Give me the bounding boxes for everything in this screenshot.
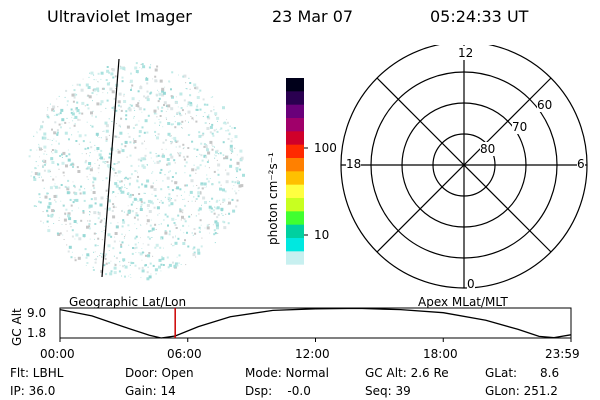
info-door: Door: Open	[125, 366, 194, 380]
mlt-label-6: 6	[577, 157, 585, 171]
info-glon: GLon: 251.2	[485, 384, 558, 398]
lat-label-70: 70	[512, 120, 528, 134]
color-bar-segment	[286, 238, 304, 252]
strip-x-ticks	[59, 338, 572, 342]
terminator-line	[101, 58, 120, 278]
color-bar-segment	[286, 184, 304, 199]
mlt-label-18: 18	[346, 157, 362, 171]
info-dsp: Dsp: -0.0	[245, 384, 311, 398]
color-bar-segment	[286, 224, 304, 239]
color-bar-segment	[286, 158, 304, 172]
info-flt: Flt: LBHL	[10, 366, 64, 380]
strip-x-tick-0: 00:00	[40, 347, 75, 361]
strip-x-tick-4: 23:59	[545, 347, 580, 361]
time-label: 05:24:33 UT	[430, 7, 529, 26]
uv-image-panel	[28, 58, 245, 281]
color-bar-segment	[286, 264, 304, 278]
info-glat-label: GLat:	[485, 366, 518, 380]
strip-x-tick-3: 18:00	[423, 347, 458, 361]
color-bar-segment	[286, 78, 304, 92]
colorbar-tick-10: 10	[314, 228, 330, 242]
info-gc-alt: GC Alt: 2.6 Re	[365, 366, 449, 380]
strip-x-tick-2: 12:00	[295, 347, 330, 361]
color-bar	[286, 78, 308, 278]
info-seq: Seq: 39	[365, 384, 411, 398]
strip-right-title: Apex MLat/MLT	[418, 295, 508, 309]
info-mode: Mode: Normal	[245, 366, 329, 380]
strip-y-tick-top: 9.0	[27, 306, 47, 320]
colorbar-unit-label: photon cm⁻²s⁻¹	[266, 152, 280, 245]
colorbar-tick-100: 100	[314, 141, 337, 155]
color-bar-segment	[286, 211, 304, 226]
color-bar-segment	[286, 198, 304, 212]
info-glat-value: 8.6	[540, 366, 560, 380]
uv-image-dots	[28, 62, 245, 281]
orbit-strip-chart	[59, 307, 572, 342]
color-bar-segment	[286, 131, 304, 146]
color-bar-segment	[286, 91, 304, 106]
orbit-altitude-line	[59, 307, 571, 339]
info-gain: Gain: 14	[125, 384, 176, 398]
color-bar-gradient	[286, 78, 304, 278]
strip-left-title: Geographic Lat/Lon	[69, 295, 187, 309]
lat-label-80: 80	[480, 142, 496, 156]
color-bar-segment	[286, 144, 304, 159]
polar-grid	[340, 45, 588, 289]
info-ip: IP: 36.0	[10, 384, 56, 398]
date-label: 23 Mar 07	[272, 7, 354, 26]
strip-x-tick-1: 06:00	[167, 347, 202, 361]
color-bar-segment	[286, 104, 304, 119]
lat-label-60: 60	[537, 98, 553, 112]
strip-y-tick-bottom: 1.8	[27, 326, 47, 340]
color-bar-segment	[286, 251, 304, 266]
mlt-label-0: 0	[467, 277, 475, 291]
mlt-label-12: 12	[458, 46, 474, 60]
instrument-title: Ultraviolet Imager	[47, 7, 192, 26]
color-bar-segment	[286, 171, 304, 186]
color-bar-segment	[286, 118, 304, 132]
